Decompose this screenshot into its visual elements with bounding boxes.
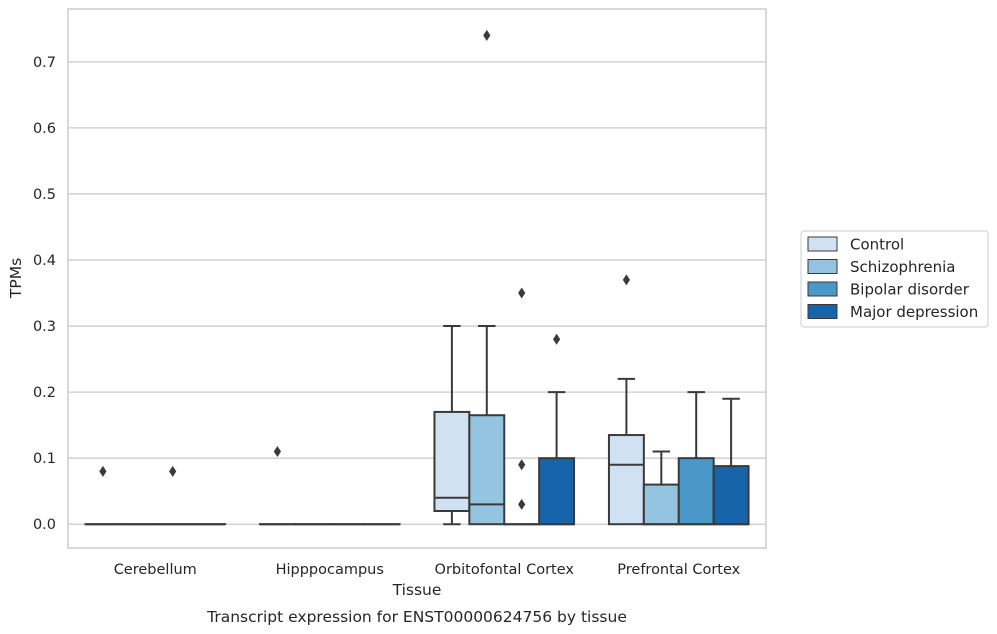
y-tick-label: 0.1	[33, 451, 56, 467]
category-group	[84, 465, 227, 526]
box-body	[607, 434, 645, 526]
outlier-point	[622, 274, 630, 286]
box-plot	[677, 391, 715, 526]
box-plot-groups	[84, 29, 750, 526]
y-tick-label: 0.3	[33, 319, 56, 335]
legend-swatch	[807, 236, 838, 252]
category-group	[607, 274, 750, 526]
legend-item: Bipolar disorder	[807, 281, 970, 299]
y-tick-label: 0.0	[33, 517, 56, 533]
box-plot	[84, 465, 122, 526]
y-tick-label: 0.2	[33, 385, 56, 401]
grid-lines	[68, 61, 766, 525]
box-plot	[607, 274, 645, 526]
x-tick-label: Hipppocampus	[276, 562, 384, 578]
x-tick-label: Cerebellum	[114, 562, 197, 578]
y-tick-label: 0.4	[33, 253, 56, 269]
legend-item: Major depression	[807, 303, 978, 321]
outlier-point	[518, 498, 526, 510]
box-plot	[642, 450, 680, 526]
legend-swatch	[807, 259, 838, 274]
plot-frame	[67, 8, 767, 549]
outlier-point	[553, 333, 561, 345]
legend-item: Control	[807, 236, 904, 254]
box-body	[468, 414, 506, 526]
legend-frame	[800, 230, 989, 328]
figure-caption: Transcript expression for ENST0000062475…	[206, 608, 627, 626]
box-body	[677, 457, 715, 526]
legend-item: Schizophrenia	[807, 258, 955, 276]
y-axis-label: TPMs	[7, 258, 25, 299]
x-tick-label: Orbitofontal Cortex	[435, 562, 575, 578]
x-axis-tick-labels: Cerebellum Hipppocampus Orbitofontal Corte…	[114, 562, 741, 578]
legend-label: Control	[850, 236, 904, 254]
outlier-point	[518, 287, 526, 299]
category-group	[258, 446, 401, 526]
outlier-point	[99, 465, 107, 477]
box-plot	[468, 29, 506, 526]
legend-label: Schizophrenia	[850, 258, 955, 276]
legend: Control Schizophrenia Bipolar disorder Majo…	[800, 230, 989, 328]
box-body	[642, 483, 680, 526]
category-group	[433, 29, 576, 526]
box-body	[433, 410, 471, 513]
box-body	[538, 457, 576, 526]
outlier-point	[169, 465, 177, 477]
box-plot	[503, 287, 541, 526]
legend-label: Major depression	[850, 303, 978, 321]
outlier-point	[273, 446, 281, 458]
legend-label: Bipolar disorder	[850, 281, 970, 299]
legend-swatch	[807, 281, 838, 297]
y-tick-label: 0.7	[33, 55, 56, 71]
y-axis-tick-labels: 0.0 0.1 0.2 0.3 0.4 0.5 0.6 0.7	[33, 55, 56, 533]
legend-swatch	[807, 304, 838, 319]
x-axis-label: Tissue	[392, 581, 442, 599]
box-plot	[433, 325, 471, 526]
plot-area	[67, 8, 767, 549]
box-plot	[538, 333, 576, 526]
outlier-point	[483, 29, 491, 41]
y-tick-label: 0.5	[33, 187, 56, 203]
x-tick-label: Prefrontal Cortex	[617, 562, 740, 578]
y-tick-label: 0.6	[33, 121, 56, 137]
box-plot	[712, 397, 750, 526]
box-plot	[154, 465, 192, 526]
box-body	[712, 465, 750, 526]
outlier-point	[518, 459, 526, 471]
